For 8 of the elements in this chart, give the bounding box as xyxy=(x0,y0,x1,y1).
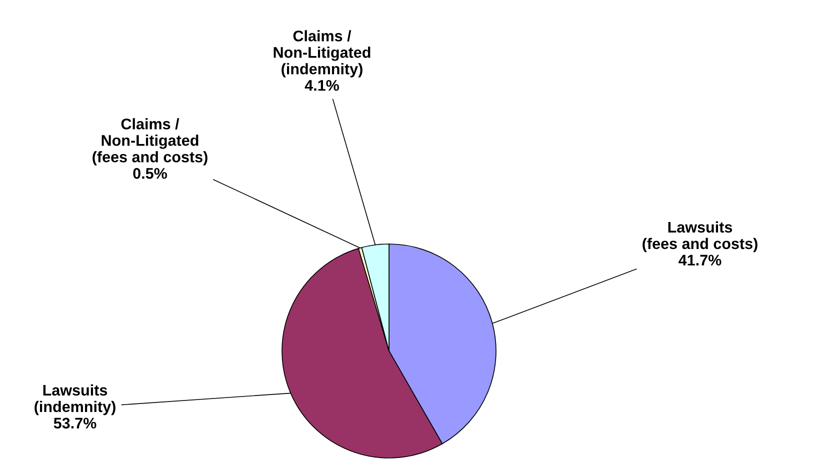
slice-label: Claims / Non-Litigated (fees and costs) xyxy=(92,118,208,166)
slice-label: Lawsuits (fees and costs) xyxy=(642,221,758,252)
data-label: 41.7% xyxy=(678,254,722,266)
data-label: 0.5% xyxy=(133,168,168,179)
slice-label: Lawsuits (indemnity) xyxy=(34,384,116,416)
data-label: 53.7% xyxy=(54,418,96,429)
slice-label: Claims / Non-Litigated (indemnity) xyxy=(274,30,370,78)
data-label: 4.1% xyxy=(304,80,340,91)
